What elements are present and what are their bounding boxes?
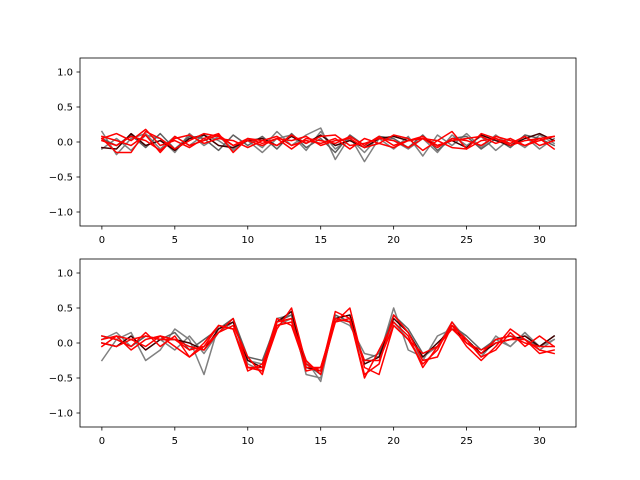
x-tick-label: 5 [172, 436, 178, 447]
y-tick-label: 1.0 [57, 68, 73, 79]
x-tick-label: 25 [460, 235, 473, 246]
x-tick-label: 0 [99, 436, 105, 447]
series-line [100, 130, 556, 154]
x-tick-label: 10 [241, 235, 254, 246]
x-tick-label: 10 [241, 436, 254, 447]
x-tick-label: 30 [533, 235, 546, 246]
y-tick-label: 1.0 [57, 269, 73, 280]
bottom-panel: 0 5 10 15 20 25 30 −1.0 −0.5 0.0 0.5 1.0 [49, 258, 577, 447]
y-tick-label: 0.5 [57, 304, 73, 315]
y-tick-label: −0.5 [49, 374, 73, 385]
y-tick-label: 0.5 [57, 103, 73, 114]
y-tick-label: −1.0 [49, 409, 73, 420]
x-tick-label: 15 [314, 235, 327, 246]
y-tick-label: 0.0 [57, 138, 73, 149]
x-tick-label: 15 [314, 436, 327, 447]
series-line [100, 317, 556, 369]
series-line [100, 134, 555, 154]
y-tick-label: 0.0 [57, 339, 73, 350]
x-tick-label: 20 [387, 235, 400, 246]
x-tick-label: 5 [172, 235, 178, 246]
x-tick-label: 30 [533, 436, 546, 447]
x-tick-label: 25 [460, 436, 473, 447]
x-tick-label: 0 [99, 235, 105, 246]
x-tick-label: 20 [387, 436, 400, 447]
series-line [100, 314, 556, 376]
y-tick-label: −1.0 [49, 208, 73, 219]
top-panel: 0 5 10 15 20 25 30 −1.0 −0.5 0.0 0.5 1.0 [49, 57, 577, 246]
y-tick-label: −0.5 [49, 173, 73, 184]
